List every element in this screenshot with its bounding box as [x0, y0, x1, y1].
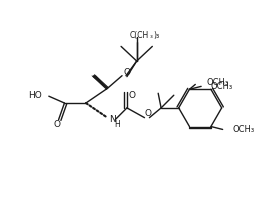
Text: O: O	[145, 109, 152, 118]
Text: H: H	[114, 120, 120, 129]
Text: N: N	[109, 115, 116, 124]
Text: ₃: ₃	[149, 33, 152, 39]
Text: OCH₃: OCH₃	[211, 82, 233, 91]
Polygon shape	[91, 76, 108, 88]
Text: OCH₃: OCH₃	[232, 125, 254, 134]
Text: OCH₃: OCH₃	[206, 78, 228, 87]
Text: O: O	[128, 91, 135, 100]
Text: HO: HO	[28, 91, 42, 100]
Text: O: O	[123, 68, 131, 77]
Text: O: O	[53, 120, 60, 129]
Text: C(CH: C(CH	[130, 31, 149, 40]
Text: )₃: )₃	[153, 31, 159, 40]
